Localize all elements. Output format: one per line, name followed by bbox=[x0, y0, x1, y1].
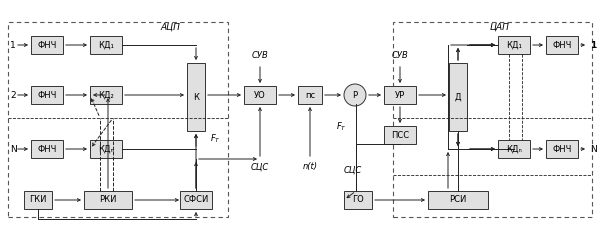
Text: Р: Р bbox=[352, 91, 358, 99]
Text: $F_T$: $F_T$ bbox=[210, 133, 221, 145]
Text: РСИ: РСИ bbox=[449, 195, 467, 205]
Bar bbox=[180, 191, 212, 209]
Text: СФСИ: СФСИ bbox=[183, 195, 208, 205]
Bar bbox=[384, 126, 416, 144]
Text: N: N bbox=[10, 145, 17, 153]
Bar bbox=[84, 191, 132, 209]
Text: КДₙ: КДₙ bbox=[506, 145, 522, 153]
Text: пс: пс bbox=[305, 91, 315, 99]
Bar bbox=[8, 22, 228, 217]
Text: 1: 1 bbox=[10, 40, 16, 49]
Text: СУВ: СУВ bbox=[392, 50, 409, 59]
Text: УО: УО bbox=[254, 91, 266, 99]
Bar bbox=[90, 140, 122, 158]
Text: ФНЧ: ФНЧ bbox=[37, 145, 57, 153]
Text: ФНЧ: ФНЧ bbox=[552, 40, 571, 49]
Text: ГКИ: ГКИ bbox=[29, 195, 47, 205]
Text: К: К bbox=[193, 92, 199, 101]
Circle shape bbox=[344, 84, 366, 106]
Bar bbox=[244, 86, 276, 104]
Bar bbox=[393, 22, 592, 217]
Bar bbox=[187, 63, 205, 131]
Bar bbox=[384, 86, 416, 104]
Bar bbox=[498, 140, 530, 158]
Text: КД₁: КД₁ bbox=[506, 40, 522, 49]
Bar bbox=[90, 86, 122, 104]
Text: АЦП: АЦП bbox=[160, 22, 180, 32]
Text: Д: Д bbox=[455, 92, 461, 101]
Text: КД₁: КД₁ bbox=[98, 40, 114, 49]
Text: КДₙ: КДₙ bbox=[98, 145, 114, 153]
Text: ПСС: ПСС bbox=[391, 131, 409, 140]
Bar bbox=[90, 36, 122, 54]
Text: N: N bbox=[590, 145, 597, 153]
Bar bbox=[428, 191, 488, 209]
Bar bbox=[498, 36, 530, 54]
Bar bbox=[546, 140, 578, 158]
Bar bbox=[31, 86, 63, 104]
Bar bbox=[31, 36, 63, 54]
Text: ФНЧ: ФНЧ bbox=[37, 40, 57, 49]
Text: УР: УР bbox=[395, 91, 405, 99]
Text: РКИ: РКИ bbox=[99, 195, 117, 205]
Text: СЦС: СЦС bbox=[344, 165, 362, 175]
Text: СЦС: СЦС bbox=[251, 163, 269, 172]
Text: ФНЧ: ФНЧ bbox=[552, 145, 571, 153]
Text: СУВ: СУВ bbox=[252, 50, 268, 59]
Text: $F_T$: $F_T$ bbox=[336, 121, 347, 133]
Bar bbox=[449, 63, 467, 131]
Text: ЦАП: ЦАП bbox=[490, 22, 510, 32]
Text: n(t): n(t) bbox=[302, 163, 317, 172]
Text: 1: 1 bbox=[590, 40, 596, 49]
Text: КД₂: КД₂ bbox=[98, 91, 114, 99]
Text: ФНЧ: ФНЧ bbox=[37, 91, 57, 99]
Bar bbox=[546, 36, 578, 54]
Bar bbox=[298, 86, 322, 104]
Text: 2: 2 bbox=[10, 91, 16, 99]
Text: ГО: ГО bbox=[352, 195, 364, 205]
Bar bbox=[31, 140, 63, 158]
Bar bbox=[344, 191, 372, 209]
Bar bbox=[24, 191, 52, 209]
